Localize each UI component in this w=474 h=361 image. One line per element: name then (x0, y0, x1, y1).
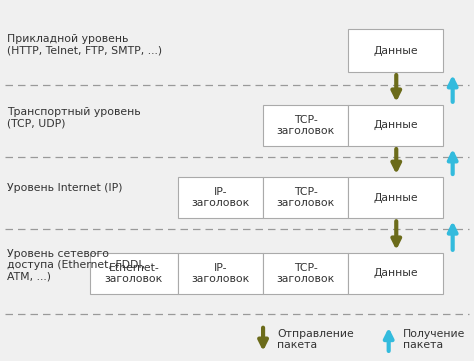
Text: Данные: Данные (374, 121, 418, 130)
FancyBboxPatch shape (263, 253, 348, 294)
FancyBboxPatch shape (348, 177, 443, 218)
Text: Данные: Данные (374, 45, 418, 56)
Text: Получение
пакета: Получение пакета (403, 329, 465, 350)
Text: Уровень Internet (IP): Уровень Internet (IP) (7, 183, 123, 193)
Text: Отправление
пакета: Отправление пакета (277, 329, 354, 350)
Text: TCP-
заголовок: TCP- заголовок (277, 115, 335, 136)
Text: Уровень сетевого
доступа (Ethernet, FDDI,
ATM, ...): Уровень сетевого доступа (Ethernet, FDDI… (7, 249, 145, 282)
FancyBboxPatch shape (90, 253, 178, 294)
Text: TCP-
заголовок: TCP- заголовок (277, 187, 335, 208)
Text: TCP-
заголовок: TCP- заголовок (277, 263, 335, 284)
Text: IP-
заголовок: IP- заголовок (191, 263, 249, 284)
FancyBboxPatch shape (178, 177, 263, 218)
FancyBboxPatch shape (348, 253, 443, 294)
Text: Данные: Данные (374, 193, 418, 203)
Text: Данные: Данные (374, 269, 418, 278)
FancyBboxPatch shape (348, 105, 443, 146)
Text: IP-
заголовок: IP- заголовок (191, 187, 249, 208)
FancyBboxPatch shape (178, 253, 263, 294)
FancyBboxPatch shape (348, 29, 443, 72)
Text: Прикладной уровень
(HTTP, Telnet, FTP, SMTP, ...): Прикладной уровень (HTTP, Telnet, FTP, S… (7, 34, 162, 56)
FancyBboxPatch shape (263, 177, 348, 218)
Text: Ethernet-
заголовок: Ethernet- заголовок (105, 263, 163, 284)
Text: Транспортный уровень
(TCP, UDP): Транспортный уровень (TCP, UDP) (7, 106, 141, 128)
FancyBboxPatch shape (263, 105, 348, 146)
